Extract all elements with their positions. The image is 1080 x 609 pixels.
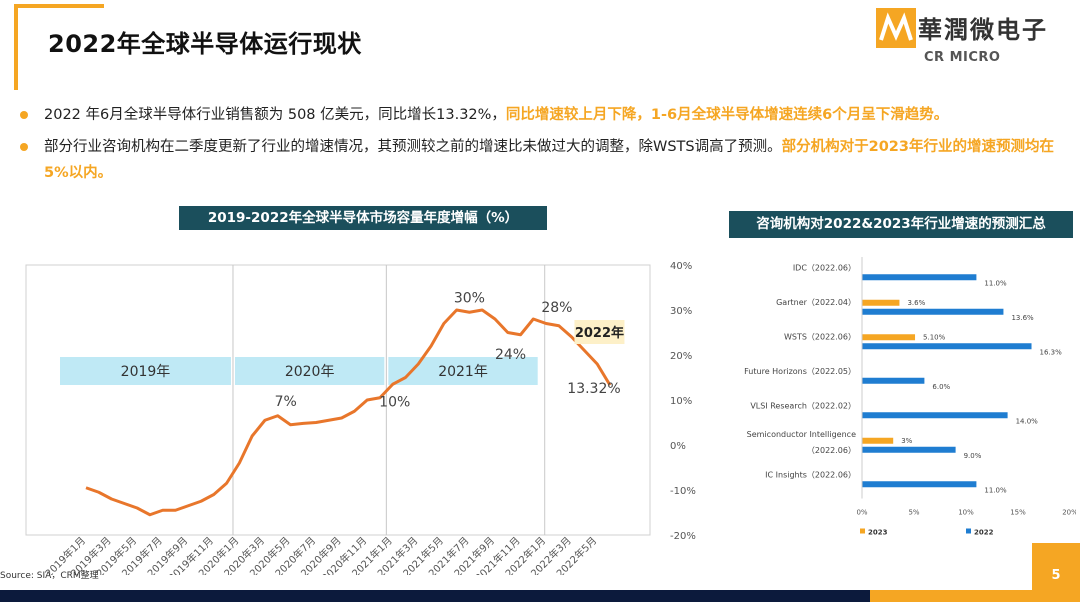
growth-line-series — [85, 308, 612, 517]
legend-label-2023: 2023 — [868, 529, 888, 537]
chart-plot-frame — [25, 264, 651, 536]
bullet-text: 2022 年6月全球半导体行业销售额为 508 亿美元，同比增长13.32%， — [44, 107, 506, 123]
page-number: 5 — [1051, 568, 1061, 583]
right-chart-title: 咨询机构对2022&2023年行业增速的预测汇总 — [729, 211, 1073, 238]
y-tick-label: 40% — [670, 261, 692, 272]
forecast-bar-chart: IDC（2022.06） 11.0% Gartner（2022.04） 3.6% 13.… — [744, 257, 1076, 537]
bullet-highlight: 同比增速较上月下降，1-6月全球半导体增速连续6个月呈下滑趋势。 — [505, 107, 949, 123]
x-tick-label: 5% — [908, 509, 919, 517]
y-tick-label: 10% — [670, 396, 692, 407]
category-label: WSTS（2022.06） — [784, 332, 856, 341]
year-2022-band — [574, 320, 625, 344]
year-band-label: 2019年 — [121, 364, 171, 380]
x-tick-label: 0% — [856, 509, 867, 517]
bar-2023 — [862, 299, 900, 306]
category-label: IC Insights（2022.06） — [765, 470, 856, 479]
category-label: IDC（2022.06） — [793, 263, 856, 272]
bar-2023 — [862, 334, 916, 341]
bottom-bar — [0, 590, 1080, 602]
bullet-highlight: 部分机构对于2023年行业的增速预测均在5%以内。 — [44, 139, 1054, 181]
bullet-text: 部分行业咨询机构在二季度更新了行业的增速情况，其预测较之前的增速比未做过大的调整… — [44, 139, 782, 155]
data-label: 7% — [275, 394, 297, 410]
bar-label-2022: 14.0% — [1016, 417, 1039, 425]
data-label: 28% — [541, 300, 572, 316]
bullet-dot-icon — [20, 111, 28, 119]
category-label: Semiconductor Intelligence — [747, 430, 856, 439]
logo-text: 華潤微电子 — [918, 16, 1048, 44]
year-band-label: 2020年 — [285, 364, 335, 380]
bullet-item: 部分行业咨询机构在二季度更新了行业的增速情况，其预测较之前的增速比未做过大的调整… — [18, 134, 1063, 186]
bullet-dot-icon — [20, 143, 28, 151]
x-tick-label: 10% — [958, 509, 974, 517]
y-tick-label: 30% — [670, 306, 692, 317]
category-label: （2022.06） — [807, 446, 856, 455]
title-frame-left — [14, 4, 18, 90]
bottom-accent-bar — [870, 590, 1080, 602]
bar-label-2022: 9.0% — [964, 452, 982, 460]
legend-swatch-2022 — [966, 528, 971, 534]
left-chart-title: 2019-2022年全球半导体市场容量年度增幅（%） — [179, 206, 547, 230]
y-tick-label: 20% — [670, 351, 692, 362]
bullet-item: 2022 年6月全球半导体行业销售额为 508 亿美元，同比增长13.32%，同… — [18, 102, 1063, 128]
bar-2022 — [862, 343, 1032, 350]
bar-2022 — [862, 377, 925, 384]
bullet-list: 2022 年6月全球半导体行业销售额为 508 亿美元，同比增长13.32%，同… — [18, 102, 1063, 192]
legend-swatch-2023 — [860, 528, 865, 534]
y-tick-label: -20% — [670, 531, 696, 542]
bar-2023 — [862, 437, 894, 444]
data-label: 24% — [495, 347, 526, 363]
bar-2022 — [862, 274, 977, 281]
bar-label-2022: 11.0% — [984, 279, 1007, 287]
category-label: Future Horizons（2022.05） — [744, 367, 856, 376]
bar-2022 — [862, 446, 956, 453]
data-label: 13.32% — [567, 381, 620, 397]
year-band — [234, 357, 385, 385]
year-2022-label: 2022年 — [575, 325, 624, 341]
bar-label-2023: 3.6% — [907, 299, 925, 307]
company-logo: 華潤微电子 CR MICRO — [876, 8, 1056, 68]
y-tick-label: 0% — [670, 441, 686, 452]
bar-2022 — [862, 481, 977, 488]
bar-label-2023: 5.10% — [923, 333, 946, 341]
page-number-badge — [1032, 543, 1080, 590]
bar-label-2022: 13.6% — [1011, 314, 1034, 322]
legend-label-2022: 2022 — [974, 529, 994, 537]
logo-subtitle: CR MICRO — [924, 50, 1001, 65]
year-band-label: 2021年 — [438, 364, 488, 380]
bar-label-2022: 11.0% — [984, 486, 1007, 494]
bar-2022 — [862, 412, 1008, 419]
year-band — [60, 357, 231, 385]
bar-label-2022: 16.3% — [1040, 348, 1063, 356]
slide-title: 2022年全球半导体运行现状 — [48, 30, 362, 58]
y-tick-label: -10% — [670, 486, 696, 497]
logo-mark-icon — [876, 8, 916, 48]
bar-label-2023: 3% — [901, 437, 912, 445]
category-label: VLSI Research（2022.02） — [750, 401, 856, 410]
bar-label-2022: 6.0% — [932, 383, 950, 391]
category-label: Gartner（2022.04） — [776, 298, 856, 307]
x-tick-label: 15% — [1010, 509, 1026, 517]
bar-2022 — [862, 308, 1004, 315]
growth-line-chart: 2019年 2020年 2021年40%30%20%10%0%-10%-20%201… — [25, 261, 696, 575]
source-note: Source: SIA，CRM整理 — [0, 571, 99, 581]
title-frame-top — [14, 4, 104, 8]
x-tick-label: 20% — [1062, 509, 1076, 517]
data-label: 10% — [379, 394, 410, 410]
data-label: 30% — [454, 290, 485, 306]
